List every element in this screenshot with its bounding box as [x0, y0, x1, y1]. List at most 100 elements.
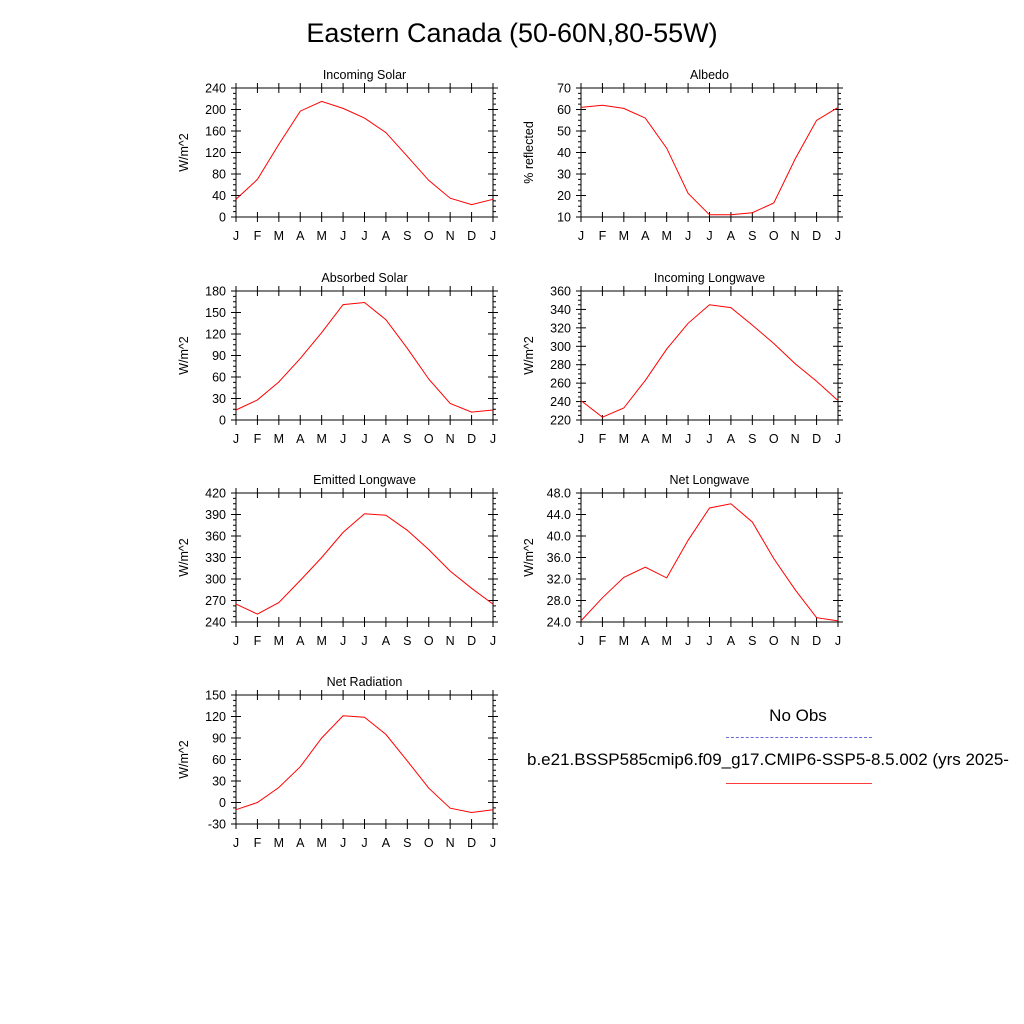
- x-tick-label: N: [791, 634, 800, 648]
- x-tick-label: J: [490, 836, 496, 850]
- x-tick-label: D: [812, 229, 821, 243]
- x-tick-label: M: [316, 229, 326, 243]
- legend-case-label: b.e21.BSSP585cmip6.f09_g17.CMIP6-SSP5-8.…: [527, 750, 1009, 769]
- x-tick-label: D: [467, 836, 476, 850]
- y-tick-label: 120: [205, 328, 226, 342]
- legend-obs-line: [726, 737, 872, 738]
- y-tick-label: 0: [219, 796, 226, 810]
- y-tick-label: 120: [205, 146, 226, 160]
- x-tick-label: F: [599, 634, 607, 648]
- x-tick-label: A: [641, 229, 650, 243]
- y-tick-label: 80: [212, 168, 226, 182]
- x-tick-label: D: [812, 634, 821, 648]
- x-tick-label: S: [748, 229, 756, 243]
- y-tick-label: 340: [550, 303, 571, 317]
- x-tick-label: N: [791, 432, 800, 446]
- series-line: [235, 513, 494, 615]
- x-tick-label: N: [446, 634, 455, 648]
- y-tick-label: 90: [212, 349, 226, 363]
- series-line: [235, 301, 494, 413]
- x-tick-label: J: [361, 432, 367, 446]
- series-line: [580, 104, 839, 216]
- plot-frame: [580, 492, 839, 623]
- x-tick-label: J: [685, 229, 691, 243]
- x-tick-label: J: [578, 432, 584, 446]
- y-axis-label: W/m^2: [177, 133, 191, 172]
- y-tick-label: 32.0: [547, 573, 571, 587]
- x-tick-label: A: [296, 432, 305, 446]
- x-tick-label: A: [641, 634, 650, 648]
- y-tick-label: 30: [557, 168, 571, 182]
- x-tick-label: A: [641, 432, 650, 446]
- x-tick-label: O: [424, 432, 434, 446]
- x-tick-label: N: [446, 836, 455, 850]
- panel-title: Emitted Longwave: [313, 473, 416, 487]
- x-tick-label: D: [467, 432, 476, 446]
- x-tick-label: A: [382, 836, 391, 850]
- y-tick-label: 44.0: [547, 508, 571, 522]
- plot-frame: [235, 492, 494, 623]
- plot-frame: [235, 290, 494, 421]
- x-tick-label: J: [706, 229, 712, 243]
- x-tick-label: M: [274, 432, 284, 446]
- x-tick-label: M: [661, 634, 671, 648]
- y-tick-label: 120: [205, 710, 226, 724]
- x-tick-label: J: [340, 229, 346, 243]
- x-tick-label: J: [490, 432, 496, 446]
- x-tick-label: A: [727, 432, 736, 446]
- series-line: [235, 100, 494, 206]
- y-tick-label: 30: [212, 392, 226, 406]
- x-tick-label: J: [361, 836, 367, 850]
- y-axis-label: W/m^2: [177, 336, 191, 375]
- y-axis-label: W/m^2: [177, 538, 191, 577]
- y-tick-label: 48.0: [547, 487, 571, 501]
- x-tick-label: O: [769, 634, 779, 648]
- x-tick-label: O: [424, 634, 434, 648]
- y-tick-label: 28.0: [547, 594, 571, 608]
- x-tick-label: M: [274, 229, 284, 243]
- y-tick-label: 50: [557, 125, 571, 139]
- x-tick-label: M: [274, 836, 284, 850]
- x-tick-label: J: [233, 229, 239, 243]
- panel-title: Net Radiation: [327, 675, 403, 689]
- series-line: [580, 503, 839, 622]
- page-title: Eastern Canada (50-60N,80-55W): [306, 18, 718, 48]
- x-tick-label: S: [403, 432, 411, 446]
- y-tick-label: 320: [550, 321, 571, 335]
- y-axis-label: W/m^2: [522, 336, 536, 375]
- y-tick-label: 260: [550, 377, 571, 391]
- x-tick-label: A: [296, 634, 305, 648]
- x-tick-label: J: [685, 634, 691, 648]
- y-axis-label: W/m^2: [522, 538, 536, 577]
- y-tick-label: 30: [212, 775, 226, 789]
- plot-frame: [235, 87, 494, 218]
- y-tick-label: 0: [219, 414, 226, 428]
- x-tick-label: O: [424, 229, 434, 243]
- y-tick-label: 360: [550, 285, 571, 299]
- y-tick-label: 160: [205, 125, 226, 139]
- x-tick-label: O: [424, 836, 434, 850]
- x-tick-label: J: [233, 634, 239, 648]
- series-line: [235, 715, 494, 814]
- x-tick-label: S: [403, 836, 411, 850]
- x-tick-label: M: [619, 634, 629, 648]
- x-tick-label: J: [361, 229, 367, 243]
- y-tick-label: 36.0: [547, 551, 571, 565]
- x-tick-label: J: [490, 229, 496, 243]
- x-tick-label: A: [382, 229, 391, 243]
- y-tick-label: 270: [205, 594, 226, 608]
- x-tick-label: N: [791, 229, 800, 243]
- panel-title: Incoming Solar: [323, 68, 406, 82]
- y-tick-label: 60: [212, 753, 226, 767]
- y-tick-label: 24.0: [547, 616, 571, 630]
- x-tick-label: S: [403, 229, 411, 243]
- panel-emitted-longwave: Emitted Longwave 240 270 300 330 360 390 420 W/m…: [177, 473, 498, 648]
- x-tick-label: J: [340, 836, 346, 850]
- x-tick-label: M: [316, 836, 326, 850]
- x-tick-label: F: [254, 432, 262, 446]
- y-tick-label: 240: [550, 395, 571, 409]
